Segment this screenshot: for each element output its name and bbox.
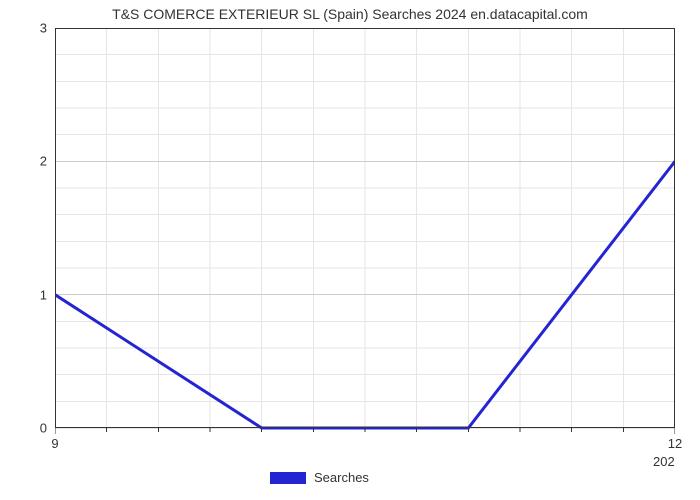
x-sub-label: 202 bbox=[653, 454, 675, 469]
plot-area bbox=[55, 28, 675, 428]
legend-label: Searches bbox=[314, 470, 369, 485]
y-tick-label: 1 bbox=[27, 287, 47, 302]
x-tick-label: 9 bbox=[51, 436, 58, 451]
x-tick-label: 12 bbox=[668, 436, 682, 451]
y-tick-label: 2 bbox=[27, 154, 47, 169]
legend-swatch bbox=[270, 472, 306, 484]
chart-title: T&S COMERCE EXTERIEUR SL (Spain) Searche… bbox=[0, 6, 700, 22]
y-tick-label: 0 bbox=[27, 421, 47, 436]
y-tick-label: 3 bbox=[27, 21, 47, 36]
plot-svg bbox=[55, 28, 675, 436]
legend: Searches bbox=[270, 470, 369, 485]
chart-container: T&S COMERCE EXTERIEUR SL (Spain) Searche… bbox=[0, 0, 700, 500]
